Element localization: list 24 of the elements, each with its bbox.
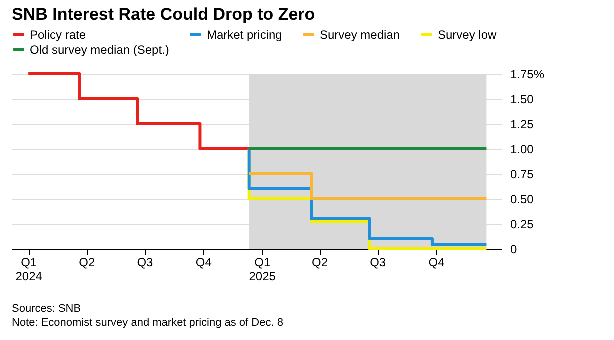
y-tick-label: 0	[510, 242, 518, 256]
x-tick-label: Q1 2024	[16, 256, 43, 284]
x-tick-label: Q3	[370, 256, 386, 270]
x-tick-label: Q1 2025	[249, 256, 276, 284]
y-tick-label: 1.25	[510, 118, 534, 132]
legend-label: Market pricing	[207, 28, 282, 42]
x-tick-label: Q2	[79, 256, 96, 270]
source-note: Sources: SNB	[12, 303, 82, 315]
legend-label: Policy rate	[30, 28, 86, 42]
x-tick-label: Q2	[312, 256, 328, 270]
y-tick-label: 1.75%	[510, 68, 545, 82]
chart-title: SNB Interest Rate Could Drop to Zero	[12, 5, 316, 24]
legend-label: Survey low	[438, 28, 498, 42]
y-tick-label: 1.50	[510, 92, 534, 106]
y-tick-label: 0.25	[510, 218, 534, 232]
y-tick-label: 1.00	[510, 142, 534, 156]
x-tick-label: Q4	[428, 256, 446, 270]
legend-label: Old survey median (Sept.)	[30, 43, 170, 57]
x-tick-label: Q3	[137, 256, 154, 270]
y-tick-label: 0.50	[510, 192, 534, 206]
text: Note: Economist survey and market pricing as of Dec. 8	[12, 317, 284, 329]
y-tick-label: 0.75	[510, 168, 534, 182]
legend-label: Survey median	[320, 28, 400, 42]
x-tick-label: Q4	[196, 256, 212, 270]
